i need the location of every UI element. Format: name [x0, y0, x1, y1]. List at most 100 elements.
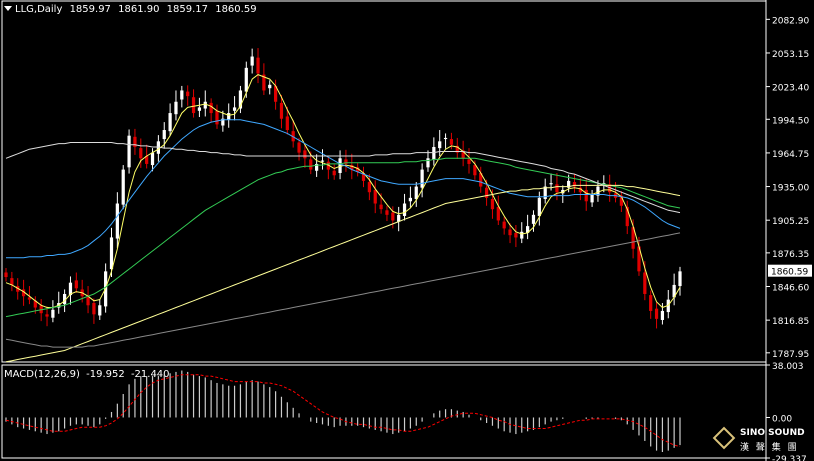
macd-main-value: -19.952	[86, 369, 125, 380]
candle-body	[74, 280, 78, 289]
candle-body	[27, 297, 32, 300]
macd-pane-frame	[1, 364, 767, 459]
candle-body	[367, 182, 371, 193]
logo-diamond-icon	[712, 426, 736, 450]
moving-average-line	[5, 232, 681, 348]
candle-body	[232, 107, 237, 111]
candle-body	[268, 84, 272, 89]
candle-body	[508, 229, 512, 236]
candle-body	[602, 183, 606, 185]
candle-body	[379, 204, 383, 210]
price-tick-label: 2023.40	[772, 84, 809, 94]
candle-body	[643, 272, 647, 294]
price-tick-label: 1876.35	[772, 250, 809, 260]
candle-body	[631, 227, 635, 249]
candle-body	[156, 141, 160, 154]
candle-body	[162, 130, 166, 140]
moving-average-line	[5, 142, 681, 214]
candle-body	[45, 314, 49, 317]
candle-body	[637, 246, 641, 272]
candle-body	[608, 184, 612, 193]
candle-body	[490, 198, 495, 210]
candle-body	[537, 197, 541, 216]
sino-sound-logo: SINO SOUND 漢 聲 集 團	[712, 426, 805, 456]
price-tick-label: 1935.00	[772, 184, 809, 194]
candle-body	[449, 139, 454, 145]
current-price-label: 1860.59	[771, 268, 808, 278]
candle-body	[549, 183, 553, 185]
low-value: 1859.17	[166, 4, 209, 15]
candle-body	[227, 113, 231, 120]
moving-average-line	[5, 184, 681, 363]
candle-body	[139, 148, 143, 159]
candle-body	[397, 214, 401, 222]
open-value: 1859.97	[69, 4, 111, 15]
price-tick-label: 1994.50	[772, 116, 809, 126]
candle-body	[180, 90, 184, 100]
candle-body	[543, 186, 547, 199]
candle-body	[438, 141, 442, 149]
candle-body	[197, 107, 202, 111]
candle-body	[432, 146, 436, 160]
candle-body	[33, 300, 37, 308]
logo-subtitle: 漢 聲 集 團	[740, 443, 799, 453]
macd-tick-label: 0.00	[772, 414, 792, 424]
candle-body	[420, 169, 424, 188]
candle-body	[168, 113, 172, 132]
candle-body	[496, 206, 500, 221]
candle-body	[361, 172, 366, 181]
candle-body	[385, 210, 389, 215]
candle-body	[590, 194, 594, 203]
dropdown-triangle-icon[interactable]	[4, 6, 12, 11]
candle-body	[145, 156, 149, 164]
price-tick-label: 1787.95	[772, 350, 809, 360]
candle-body	[62, 293, 67, 305]
candle-body	[174, 101, 178, 115]
candle-body	[654, 308, 659, 319]
candle-body	[660, 310, 665, 320]
candle-body	[209, 102, 213, 114]
candle-body	[467, 159, 471, 164]
candle-body	[619, 195, 624, 206]
macd-header: MACD(12,26,9) -19.952 -21.440	[4, 369, 173, 380]
candle-body	[238, 90, 243, 109]
candle-body	[484, 187, 489, 198]
candle-body	[21, 289, 26, 297]
candle-body	[408, 197, 413, 202]
candle-body	[309, 159, 313, 170]
price-tick-label: 1816.85	[772, 317, 809, 327]
candle-body	[455, 145, 459, 153]
macd-tick-label: 38.003	[772, 362, 804, 372]
candle-body	[127, 135, 131, 168]
candle-body	[678, 271, 682, 287]
candle-body	[4, 272, 8, 278]
candle-body	[514, 232, 518, 238]
candle-body	[356, 167, 360, 172]
candle-body	[279, 102, 284, 119]
candle-body	[262, 74, 266, 91]
price-tick-label: 2082.90	[772, 16, 809, 26]
candle-body	[68, 282, 73, 296]
candle-body	[191, 97, 196, 114]
candle-body	[596, 186, 600, 196]
candle-body	[402, 203, 407, 216]
candle-body	[10, 278, 14, 285]
candle-body	[92, 303, 96, 315]
candle-body	[526, 226, 530, 233]
candle-body	[461, 150, 465, 159]
candle-body	[479, 172, 483, 187]
candle-body	[115, 203, 119, 239]
candle-body	[250, 56, 254, 66]
candle-body	[150, 152, 155, 166]
candle-body	[578, 187, 582, 193]
macd-signal-line	[5, 374, 681, 447]
candle-body	[567, 180, 571, 188]
candle-body	[344, 159, 348, 164]
candle-body	[520, 231, 524, 239]
candle-body	[203, 101, 207, 109]
candle-body	[473, 165, 477, 176]
price-tick-label: 2053.15	[772, 50, 809, 60]
candle-body	[584, 189, 588, 202]
candle-body	[303, 150, 307, 159]
